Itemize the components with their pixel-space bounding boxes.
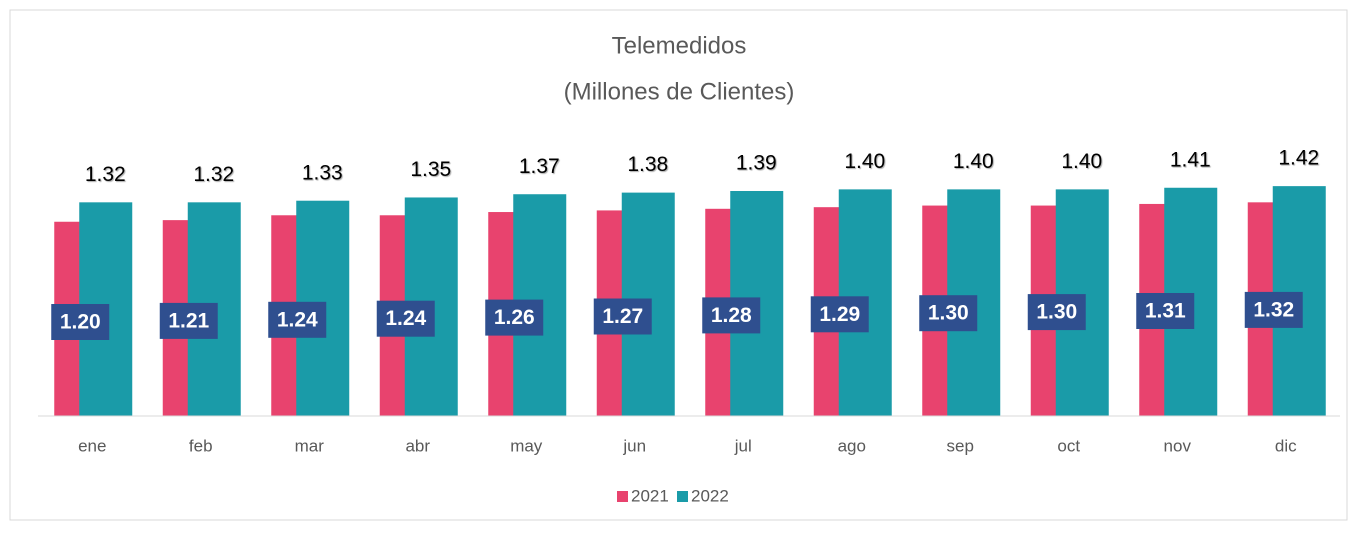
- x-tick-label: jun: [622, 436, 646, 455]
- x-tick-label: may: [510, 436, 543, 455]
- x-tick-label: nov: [1164, 436, 1192, 455]
- data-label-box: [376, 300, 435, 337]
- data-label: 1.41: [1170, 148, 1211, 171]
- data-label-box: [159, 302, 218, 339]
- x-tick-label: feb: [189, 436, 213, 455]
- data-label: 1.32: [85, 163, 126, 186]
- data-label: 1.27: [602, 305, 643, 328]
- data-label: 1.20: [60, 311, 101, 334]
- data-label-box: [593, 298, 652, 335]
- data-label: 1.26: [494, 306, 535, 329]
- x-tick-label: jul: [734, 436, 752, 455]
- data-label: 1.21: [168, 309, 209, 332]
- data-label-box: [702, 297, 761, 334]
- data-label: 1.35: [410, 158, 451, 181]
- legend-label: 2022: [691, 486, 729, 505]
- data-label: 1.42: [1278, 147, 1319, 170]
- x-tick-label: ago: [838, 436, 866, 455]
- data-label: 1.29: [819, 303, 860, 326]
- data-label: 1.39: [736, 152, 777, 175]
- x-tick-label: ene: [78, 436, 106, 455]
- data-label: 1.40: [953, 150, 994, 173]
- data-label: 1.30: [928, 302, 969, 325]
- data-label: 1.30: [1036, 301, 1077, 324]
- data-label: 1.24: [385, 307, 426, 330]
- data-label-box: [1136, 293, 1195, 329]
- legend-swatch: [617, 491, 628, 502]
- data-label: 1.38: [627, 153, 668, 176]
- data-label: 1.32: [193, 163, 234, 186]
- data-label-box: [51, 304, 110, 340]
- x-tick-label: abr: [405, 436, 430, 455]
- data-label-box: [1027, 294, 1086, 331]
- data-label-box: [1244, 291, 1303, 328]
- legend-swatch: [677, 491, 688, 502]
- data-label-box: [919, 295, 978, 332]
- chart-title: Telemedidos: [612, 32, 747, 59]
- data-label: 1.31: [1145, 300, 1186, 323]
- legend-label: 2021: [631, 486, 669, 505]
- data-label-box: [485, 299, 544, 336]
- data-label: 1.24: [277, 308, 318, 331]
- chart-subtitle: (Millones de Clientes): [564, 78, 795, 105]
- x-tick-label: oct: [1057, 436, 1080, 455]
- x-tick-label: mar: [295, 436, 325, 455]
- data-label: 1.37: [519, 155, 560, 178]
- data-label: 1.33: [302, 161, 343, 184]
- x-tick-label: sep: [947, 436, 974, 455]
- data-label: 1.32: [1253, 298, 1294, 321]
- data-label-box: [810, 296, 869, 333]
- data-label: 1.28: [711, 304, 752, 327]
- data-label: 1.40: [1061, 150, 1102, 173]
- data-label: 1.40: [844, 150, 885, 173]
- data-label-box: [268, 301, 327, 338]
- x-tick-label: dic: [1275, 436, 1297, 455]
